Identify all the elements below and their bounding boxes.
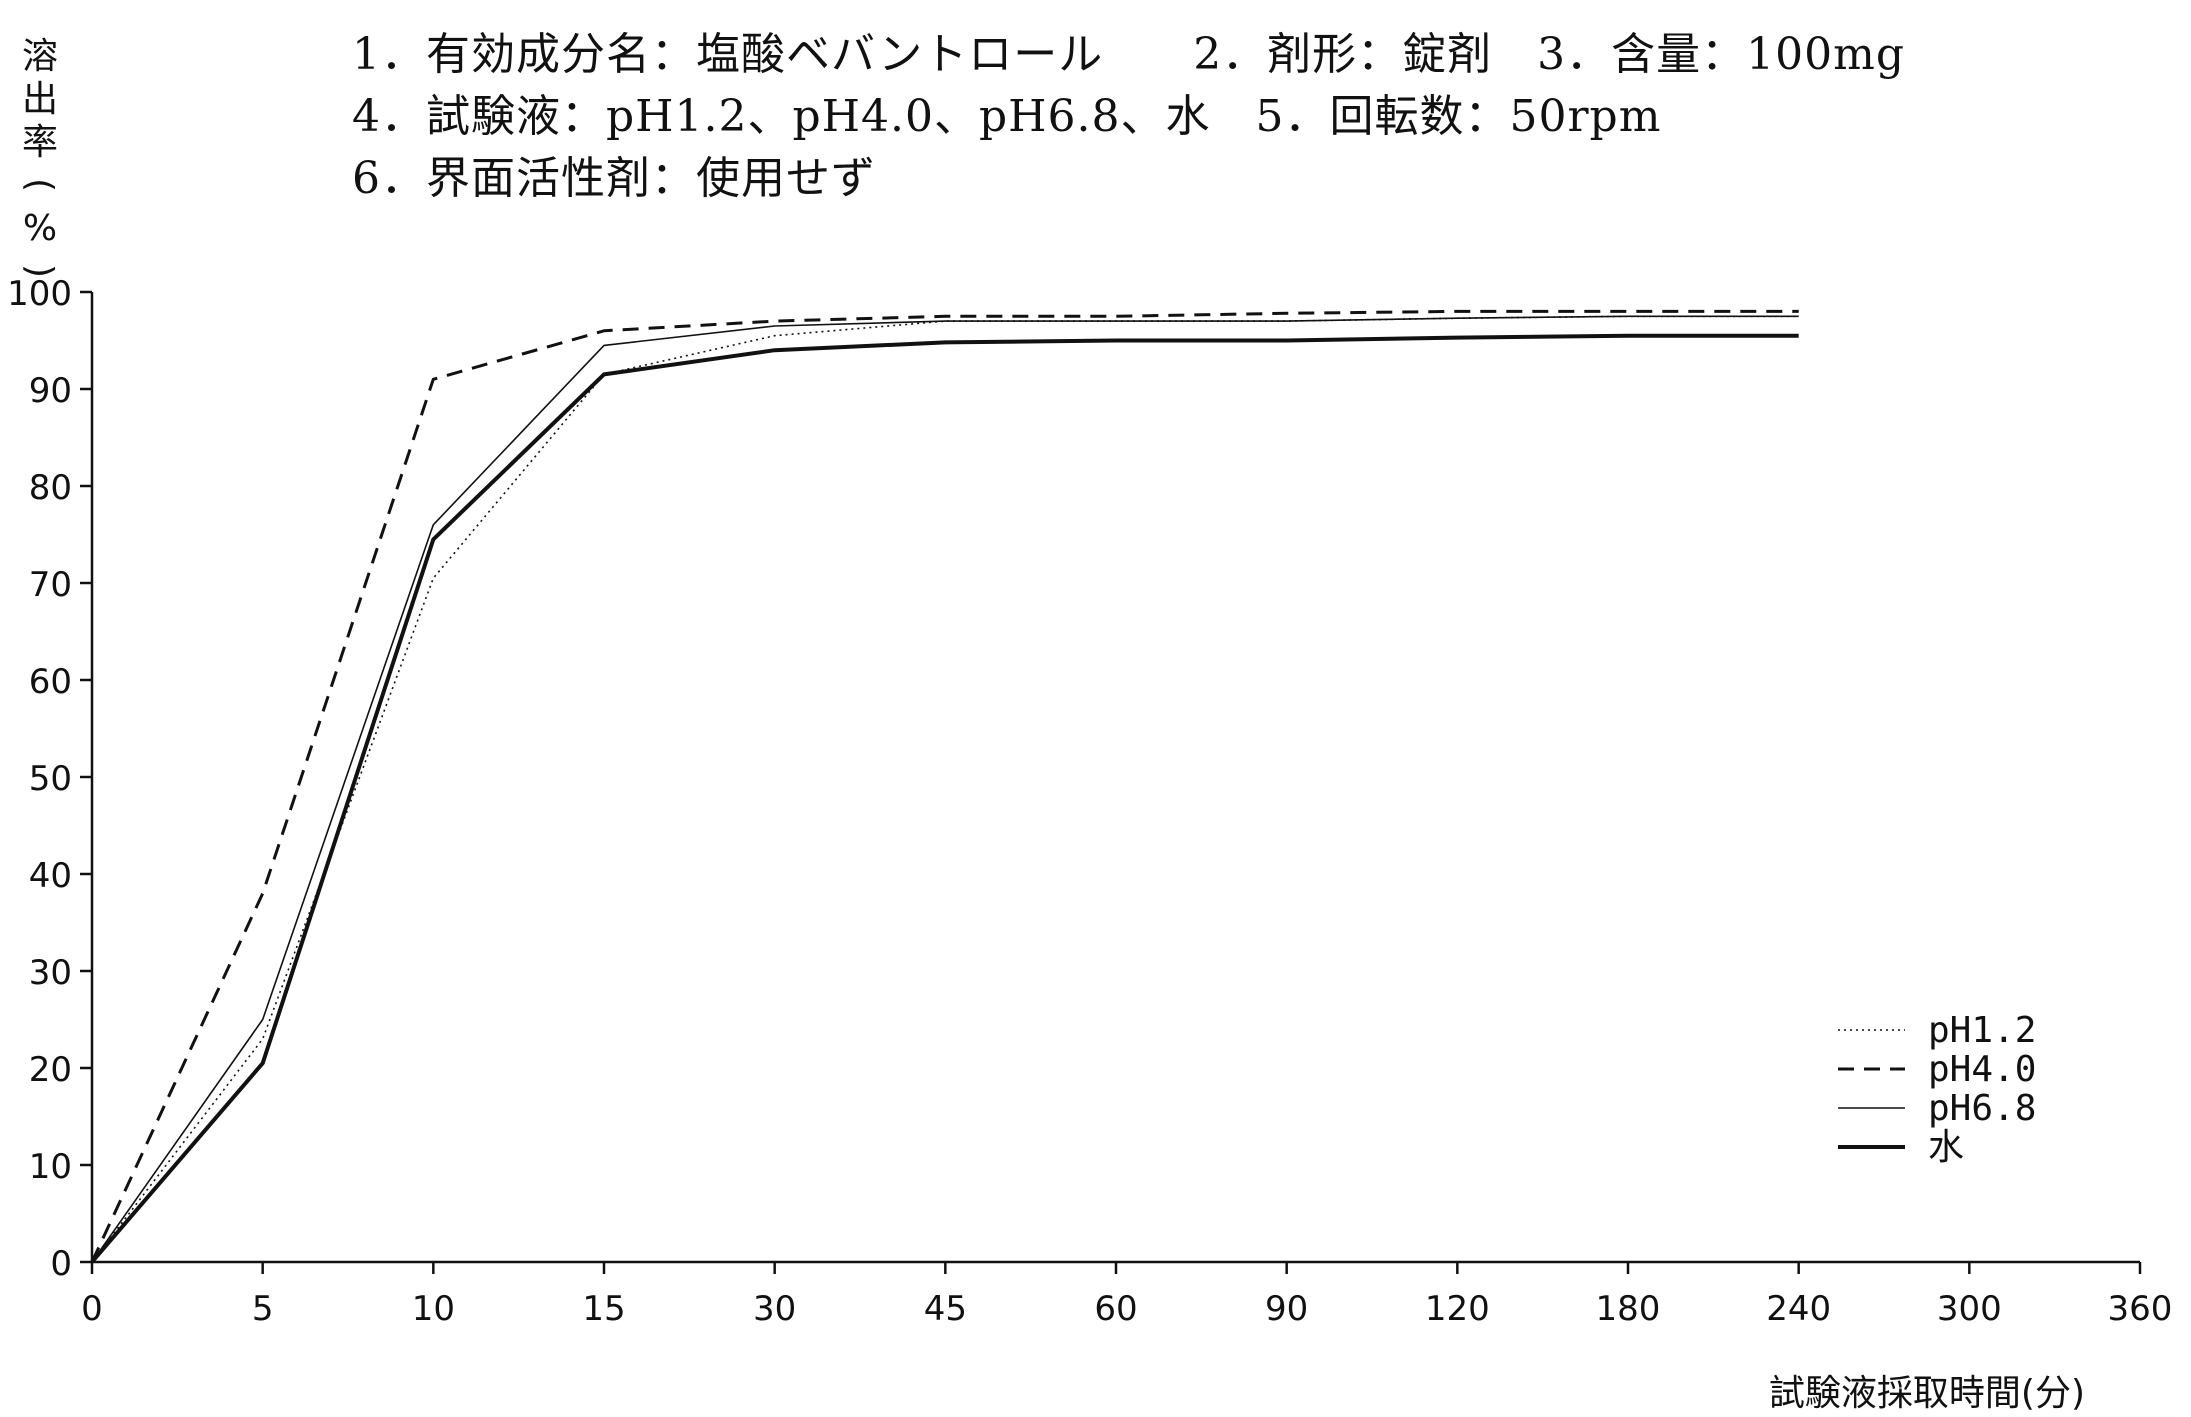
legend-label-2: pH6.8	[1928, 1088, 2036, 1129]
y-tick-label: 60	[29, 662, 72, 702]
x-tick-label: 240	[1766, 1289, 1831, 1329]
series-lines	[90, 309, 1799, 1264]
x-tick-label: 120	[1425, 1289, 1490, 1329]
legend-label-1: pH4.0	[1928, 1049, 2036, 1090]
x-ticks: 0 5 10 15 30 45 60 90 120 180 240 300 360	[81, 1262, 2172, 1329]
x-tick-label: 60	[1094, 1289, 1137, 1329]
x-axis-label: 試験液採取時間(分)	[1769, 1373, 2085, 1414]
y-tick-label: 100	[7, 274, 72, 314]
y-axis-label: 溶出率 (%)	[19, 36, 60, 278]
y-tick-label: 0	[50, 1244, 72, 1284]
x-tick-label: 45	[924, 1289, 967, 1329]
condition-line-1: 1．有効成分名：塩酸ベバントロール 2．剤形：錠剤 3．含量：100mg	[352, 29, 1906, 80]
y-axis-label-char: 率	[22, 122, 58, 163]
y-axis-label-char: 溶	[22, 36, 58, 77]
x-tick-label: 360	[2108, 1289, 2173, 1329]
x-tick-label: 300	[1937, 1289, 2002, 1329]
y-ticks: 0 10 20 30 40 50 60 70 80 90 100	[7, 274, 92, 1284]
y-axis-label-char: %	[23, 208, 57, 249]
x-tick-label: 10	[412, 1289, 455, 1329]
y-axis-label-char: (	[19, 178, 60, 192]
y-tick-label: 90	[29, 371, 72, 411]
x-tick-label: 15	[582, 1289, 625, 1329]
y-axis-label-char: )	[19, 264, 60, 278]
legend-label-3: 水	[1928, 1127, 1964, 1168]
x-tick-label: 30	[753, 1289, 796, 1329]
y-tick-label: 10	[29, 1147, 72, 1187]
y-tick-label: 70	[29, 565, 72, 605]
y-tick-label: 20	[29, 1050, 72, 1090]
series-line-2	[91, 315, 1799, 1263]
x-tick-label: 5	[252, 1289, 274, 1329]
axes	[90, 292, 2140, 1264]
x-tick-label: 180	[1596, 1289, 1661, 1329]
series-line-1	[90, 309, 1799, 1263]
x-tick-label: 90	[1265, 1289, 1308, 1329]
y-tick-label: 40	[29, 856, 72, 896]
condition-line-3: 6．界面活性剤：使用せず	[352, 153, 876, 204]
x-tick-label: 0	[81, 1289, 103, 1329]
series-line-3	[90, 333, 1799, 1264]
series-line-0	[91, 315, 1799, 1263]
condition-line-2: 4．試験液：pH1.2、pH4.0、pH6.8、水 5．回転数：50rpm	[352, 91, 1662, 142]
y-tick-label: 50	[29, 759, 72, 799]
y-axis-label-char: 出	[22, 79, 58, 120]
y-tick-label: 30	[29, 953, 72, 993]
legend-label-0: pH1.2	[1928, 1010, 2036, 1051]
y-tick-label: 80	[29, 468, 72, 508]
